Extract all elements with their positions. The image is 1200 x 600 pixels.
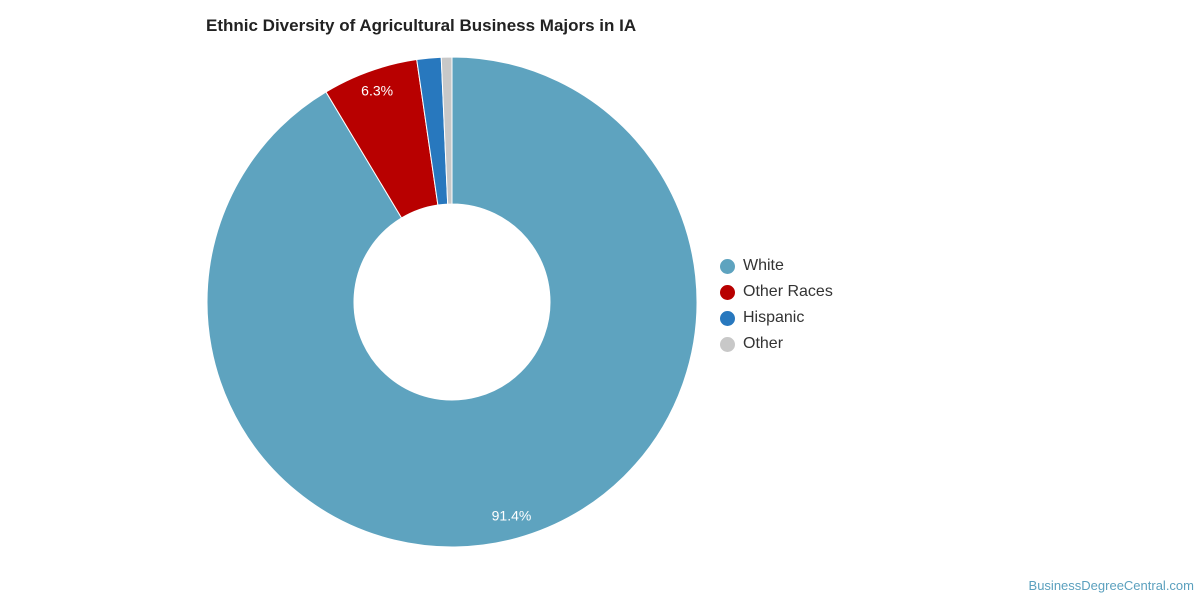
slice-labels: 91.4% 6.3% [361, 83, 531, 524]
legend-label: Other Races [743, 283, 833, 300]
chart-legend: White Other Races Hispanic Other [720, 253, 833, 357]
legend-item-hispanic[interactable]: Hispanic [720, 305, 833, 331]
legend-swatch [720, 284, 735, 300]
legend-label: Other [743, 335, 784, 352]
slice-other[interactable] [440, 56, 453, 205]
slice-white[interactable] [206, 56, 698, 548]
donut-slices [206, 56, 698, 548]
chart-title: Ethnic Diversity of Agricultural Busines… [206, 16, 637, 35]
legend-item-other-races[interactable]: Other Races [720, 279, 833, 305]
legend-swatch [720, 310, 735, 326]
legend-label: White [743, 257, 784, 274]
legend-item-other[interactable]: Other [720, 331, 833, 357]
legend-swatch [720, 258, 735, 274]
legend-swatch [720, 336, 735, 352]
legend-label: Hispanic [743, 309, 805, 326]
source-credit[interactable]: BusinessDegreeCentral.com [1028, 578, 1194, 593]
slice-label-white: 91.4% [492, 508, 532, 524]
slice-label-other-races: 6.3% [361, 83, 393, 99]
legend-item-white[interactable]: White [720, 253, 833, 279]
